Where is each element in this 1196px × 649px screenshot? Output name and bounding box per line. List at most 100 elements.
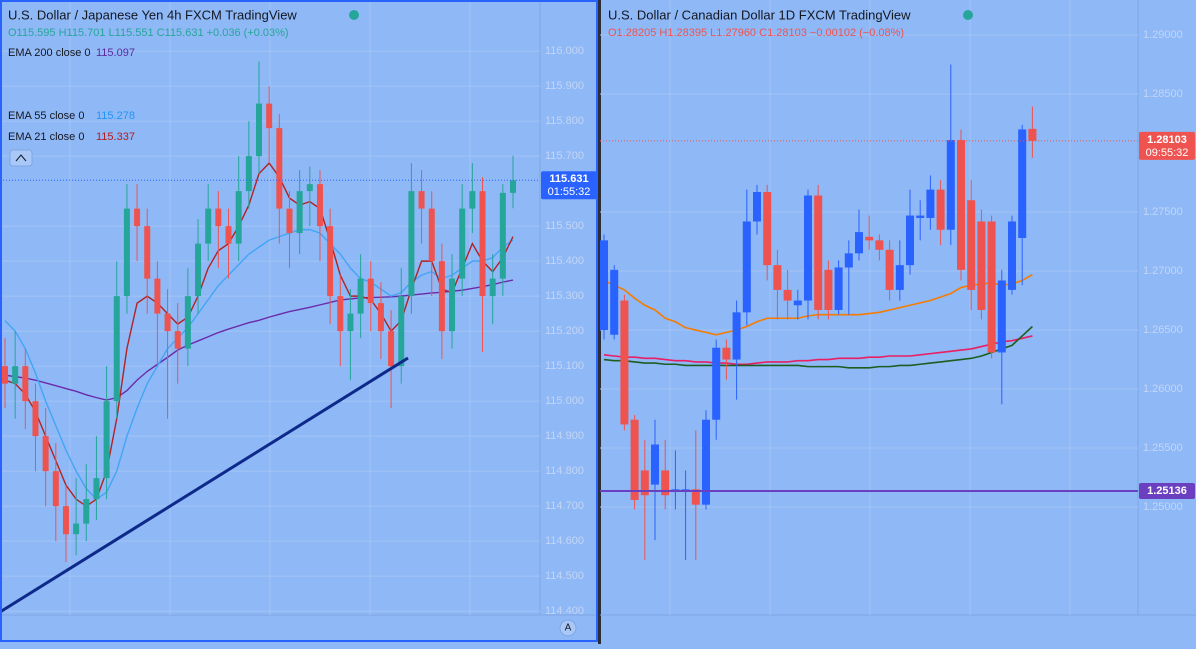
- market-status: [349, 10, 359, 20]
- candle-body: [895, 265, 904, 290]
- candle-body: [408, 191, 415, 297]
- candle-body: [337, 296, 344, 332]
- y-tick-label: 115.700: [545, 150, 584, 162]
- auto-scale-button[interactable]: [559, 619, 577, 637]
- countdown-label: 09:55:32: [1146, 147, 1189, 159]
- candle-body: [2, 366, 8, 384]
- y-tick-label: 115.800: [545, 115, 584, 127]
- candle-body: [12, 366, 19, 384]
- last-price-badge: [1139, 131, 1195, 160]
- candle-body: [691, 489, 700, 505]
- candle-body: [844, 253, 853, 268]
- candle-body: [367, 278, 374, 304]
- indicator-name: EMA 21 close 0: [8, 131, 84, 143]
- y-tick-label: 1.29000: [1143, 29, 1183, 41]
- candle-body: [957, 140, 965, 270]
- y-tick-label: 116.000: [545, 45, 584, 57]
- candle-body: [93, 478, 100, 500]
- y-tick-label: 115.200: [545, 325, 584, 337]
- candle-body: [357, 278, 364, 314]
- candle-body: [936, 189, 945, 230]
- candle-body: [773, 265, 782, 290]
- candle-body: [286, 208, 293, 234]
- candle-body: [855, 232, 863, 254]
- candle-body: [195, 243, 202, 297]
- candle-body: [418, 191, 425, 209]
- ohlc-value: H115.701: [59, 27, 106, 39]
- indicator-value: 115.097: [96, 47, 135, 59]
- candle-body: [510, 180, 516, 193]
- candle-body: [134, 208, 141, 227]
- candle-body: [783, 289, 792, 301]
- plot: [0, 61, 1138, 563]
- candle-body: [916, 215, 925, 218]
- candle-body: [347, 313, 354, 332]
- candle-body: [296, 191, 303, 234]
- last-price-badge: [541, 171, 597, 200]
- change: −0.00102 (−0.08%): [810, 27, 904, 39]
- candle-body: [449, 278, 456, 332]
- candle-body: [459, 208, 466, 279]
- y-tick-label: 115.100: [545, 360, 584, 372]
- candle-body: [620, 300, 629, 425]
- candle-body: [205, 208, 212, 244]
- y-tick-label: 114.700: [545, 500, 584, 512]
- ohlc-value: O1.28205: [608, 27, 656, 39]
- candle-body: [499, 192, 506, 279]
- candle-body: [22, 366, 29, 402]
- ema-line: [603, 335, 1033, 366]
- candle-body: [967, 200, 976, 290]
- last-price-label: 115.631: [549, 173, 588, 185]
- y-tick-label: 115.500: [545, 220, 584, 232]
- candle-body: [600, 240, 608, 331]
- candle-body: [42, 436, 49, 472]
- ohlc-value: L1.27960: [710, 27, 756, 39]
- y-tick-label: 115.300: [545, 290, 584, 302]
- y-tick-label: 114.600: [545, 535, 584, 547]
- ema-line: [4, 228, 514, 501]
- candle-body: [702, 419, 710, 505]
- collapse-icon: [15, 154, 27, 162]
- pane-divider: [598, 0, 601, 644]
- ohlc-values: O115.595 H115.701 L115.551 C115.631 +0.0…: [8, 27, 289, 39]
- candle-body: [753, 191, 761, 222]
- y-tick-label: 1.27000: [1143, 265, 1183, 277]
- y-tick-label: 1.26000: [1143, 383, 1183, 395]
- candle-body: [997, 280, 1006, 353]
- candle-body: [814, 195, 823, 310]
- y-tick-label: 115.000: [545, 395, 584, 407]
- y-tick-label: 1.27500: [1143, 206, 1183, 218]
- trend-line: [0, 356, 409, 614]
- candle-body: [469, 191, 476, 209]
- change: +0.036 (+0.03%): [207, 27, 289, 39]
- candle-body: [73, 523, 80, 535]
- candle-body: [235, 191, 242, 244]
- y-tick-label: 114.500: [545, 570, 584, 582]
- candle-body: [906, 215, 914, 266]
- candle-body: [977, 221, 986, 310]
- candle-body: [489, 278, 496, 297]
- candle-body: [885, 249, 894, 290]
- ohlc-value: H1.28395: [659, 27, 707, 39]
- y-tick-label: 1.25000: [1143, 501, 1183, 513]
- candle-body: [875, 240, 884, 250]
- y-tick-label: 1.28500: [1143, 88, 1183, 100]
- candle-body: [865, 236, 874, 241]
- candle-body: [52, 471, 59, 507]
- candle-body: [926, 189, 935, 218]
- candle-body: [1028, 128, 1037, 141]
- candle-body: [245, 156, 252, 192]
- collapse-button[interactable]: [9, 149, 33, 167]
- candle-body: [742, 221, 751, 313]
- candle-body: [83, 499, 90, 524]
- candle-body: [32, 401, 39, 437]
- candle-body: [1018, 129, 1027, 238]
- countdown-label: 01:55:32: [548, 186, 591, 198]
- candle-body: [763, 191, 772, 266]
- candle-body: [661, 470, 670, 496]
- candle-body: [144, 226, 151, 279]
- y-tick-label: 114.900: [545, 430, 584, 442]
- candle-body: [712, 347, 721, 420]
